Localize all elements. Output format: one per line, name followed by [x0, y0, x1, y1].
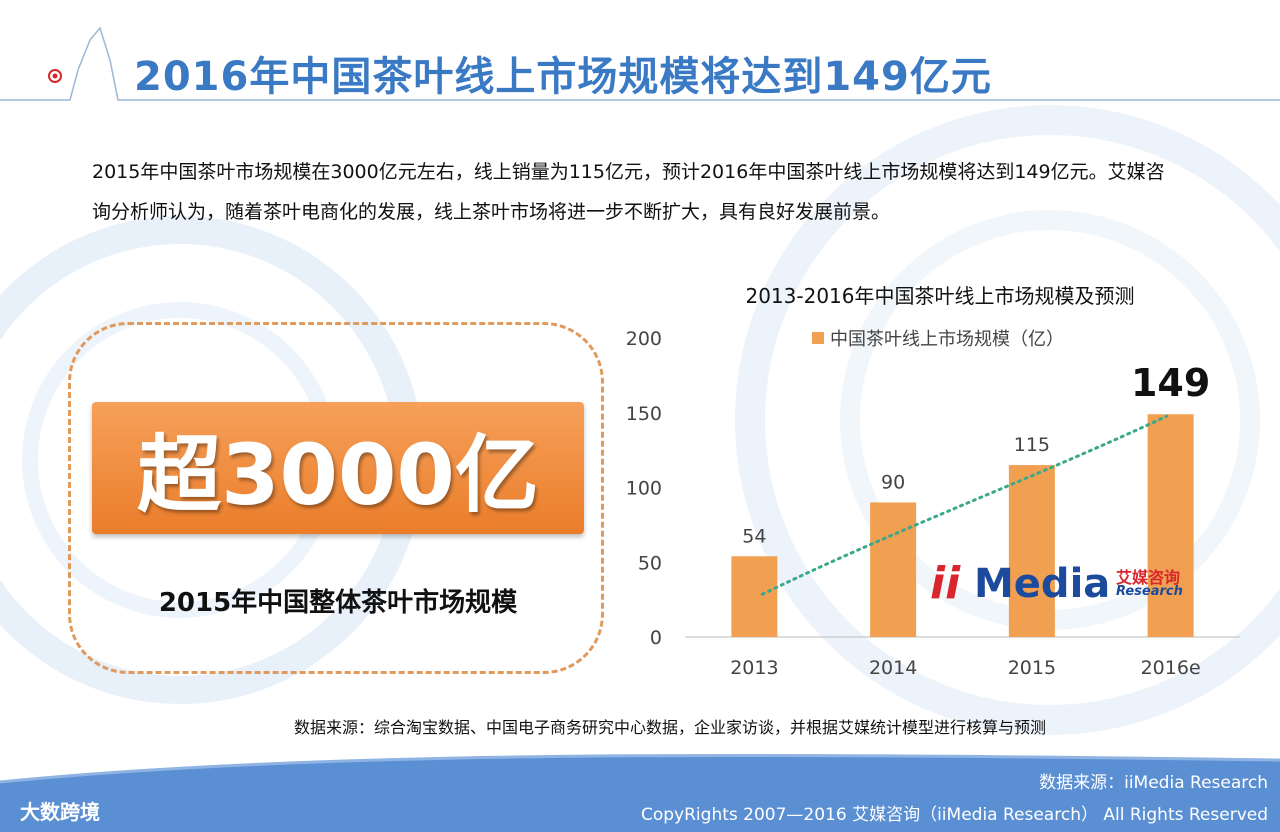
- data-label: 54: [742, 525, 766, 547]
- x-tick-label: 2016e: [1141, 657, 1201, 679]
- iimedia-logo: ii Media 艾媒咨询 Research: [930, 560, 1190, 608]
- y-tick-label: 50: [638, 552, 662, 574]
- header-pulse-line: [0, 26, 1280, 101]
- y-tick-label: 200: [626, 328, 662, 350]
- logo-media: Media: [974, 561, 1111, 607]
- footer-band: [0, 753, 1280, 832]
- y-tick-label: 0: [650, 627, 662, 649]
- y-tick-label: 100: [626, 478, 662, 500]
- footer-source: 数据来源：iiMedia Research: [1039, 773, 1268, 793]
- trend-line: [760, 414, 1169, 596]
- legend-label: 中国茶叶线上市场规模（亿）: [830, 329, 1064, 350]
- data-label: 115: [1014, 434, 1050, 456]
- legend-swatch: [812, 332, 824, 344]
- highlight-value: 超3000亿: [137, 425, 539, 524]
- chart-title: 2013-2016年中国茶叶线上市场规模及预测: [745, 284, 1135, 308]
- highlight-caption: 2015年中国整体茶叶市场规模: [158, 588, 518, 618]
- intro-paragraph: 2015年中国茶叶市场规模在3000亿元左右，线上销量为115亿元，预计2016…: [92, 161, 1165, 223]
- x-tick-label: 2015: [1008, 657, 1056, 679]
- footer-copyright: CopyRights 2007—2016 艾媒咨询（iiMedia Resear…: [641, 805, 1268, 825]
- bar: [870, 502, 917, 637]
- bar: [731, 556, 778, 637]
- highlight-frame: [68, 322, 604, 674]
- bar: [1147, 414, 1194, 637]
- bar-chart: 0 50 100 150 200 中国茶叶线上市场规模（亿） 2013 54 2014 90 201…: [626, 328, 1240, 679]
- data-label: 149: [1131, 361, 1210, 405]
- x-tick-label: 2014: [869, 657, 917, 679]
- logo-en: Research: [1116, 584, 1183, 599]
- x-tick-label: 2013: [730, 657, 778, 679]
- highlight-banner: 超3000亿: [92, 402, 584, 534]
- y-tick-label: 150: [626, 403, 662, 425]
- bar: [1008, 465, 1055, 637]
- footer-brand: 大数跨境: [20, 800, 100, 824]
- data-source: 数据来源：综合淘宝数据、中国电子商务研究中心数据，企业家访谈，并根据艾媒统计模型…: [293, 718, 1046, 737]
- page-title: 2016年中国茶叶线上市场规模将达到149亿元: [134, 54, 992, 100]
- data-label: 90: [881, 471, 905, 493]
- logo-cn: 艾媒咨询: [1116, 568, 1181, 587]
- logo-ii: ii: [930, 558, 961, 609]
